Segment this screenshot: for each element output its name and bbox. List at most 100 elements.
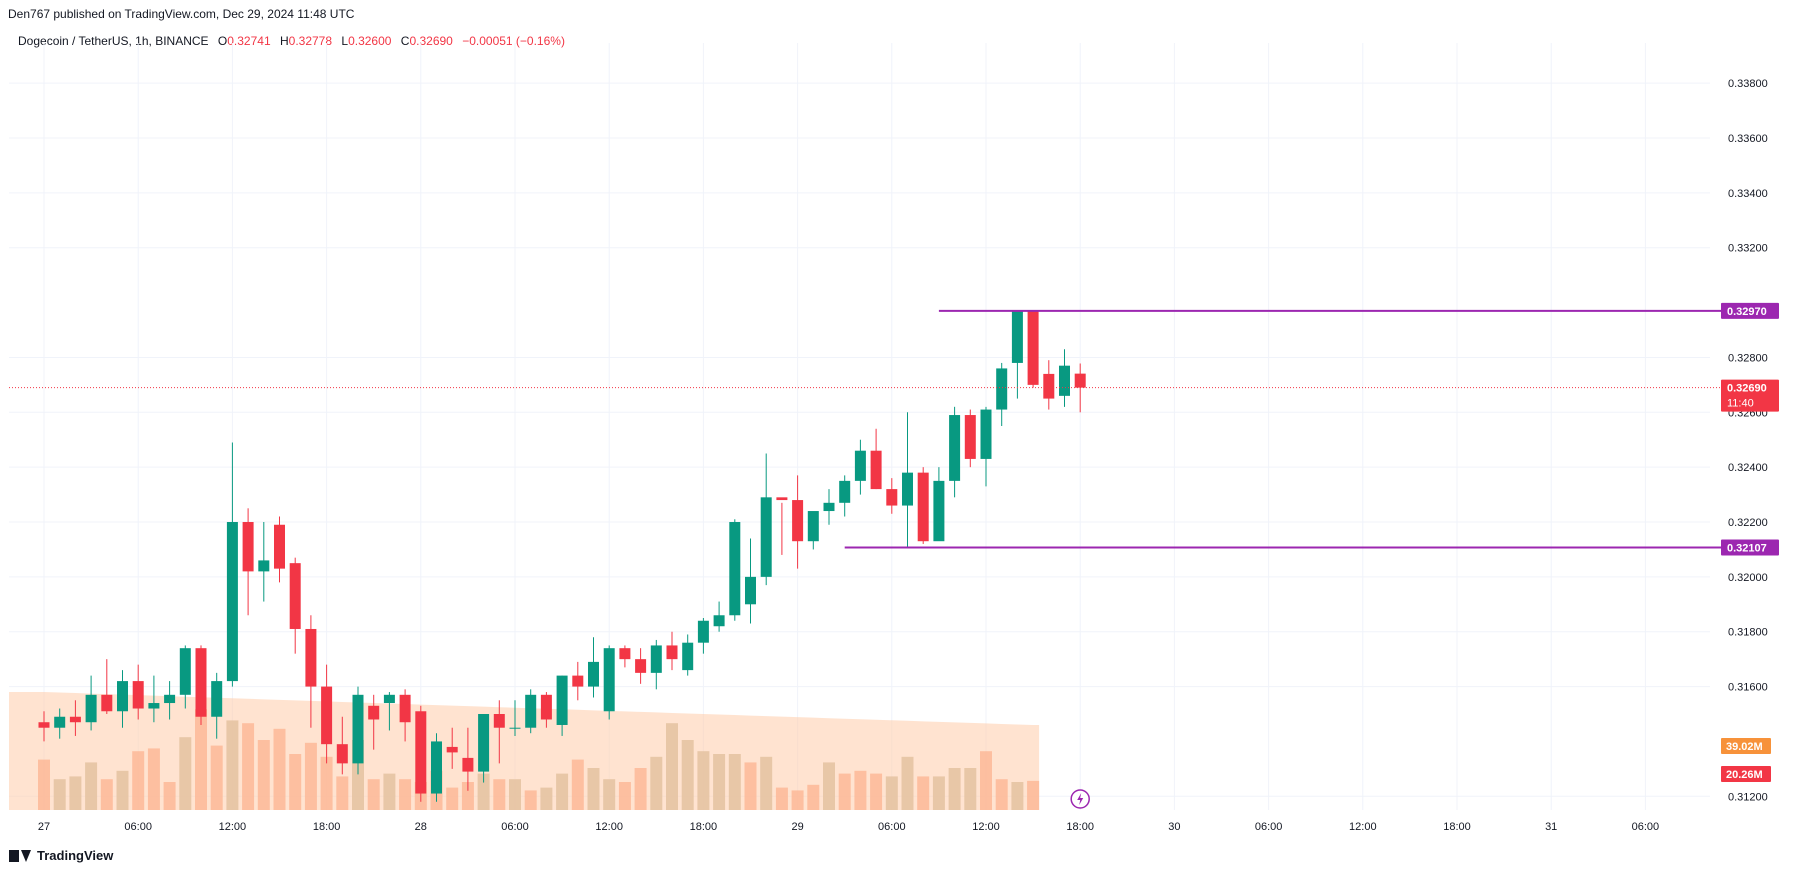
candle-body[interactable] bbox=[352, 694, 364, 764]
candle-body[interactable] bbox=[556, 675, 568, 725]
candle-body[interactable] bbox=[478, 714, 490, 772]
candle-body[interactable] bbox=[697, 620, 709, 643]
candle-body[interactable] bbox=[760, 497, 772, 577]
candle-body[interactable] bbox=[274, 524, 285, 569]
y-tick-label: 0.33400 bbox=[1728, 188, 1768, 200]
x-tick-label: 06:00 bbox=[878, 821, 906, 833]
candle-body[interactable] bbox=[823, 502, 835, 512]
candle-body[interactable] bbox=[211, 681, 223, 717]
candle-body[interactable] bbox=[854, 450, 866, 481]
candle-body[interactable] bbox=[682, 642, 694, 671]
candle-body[interactable] bbox=[1027, 310, 1039, 385]
y-tick-label: 0.33200 bbox=[1728, 243, 1768, 255]
low-value: 0.32600 bbox=[348, 34, 392, 48]
candle-body[interactable] bbox=[839, 480, 851, 503]
candle-body[interactable] bbox=[917, 472, 929, 542]
candle-body[interactable] bbox=[588, 661, 599, 687]
candle-body[interactable] bbox=[540, 694, 552, 720]
candle-body[interactable] bbox=[603, 648, 615, 712]
candle-body[interactable] bbox=[729, 522, 741, 616]
candle-body[interactable] bbox=[258, 560, 270, 572]
candle-body[interactable] bbox=[69, 716, 81, 723]
volume-label: 20.26M bbox=[1726, 769, 1763, 781]
x-tick-label: 06:00 bbox=[1632, 821, 1660, 833]
low-label: L bbox=[341, 34, 349, 48]
candle-body[interactable] bbox=[964, 415, 976, 459]
volume-ma-area bbox=[9, 692, 1040, 810]
close-label: C bbox=[400, 34, 410, 48]
candle-body[interactable] bbox=[179, 648, 191, 695]
candle-body[interactable] bbox=[493, 714, 505, 728]
candle-body[interactable] bbox=[666, 645, 678, 660]
x-tick-label: 31 bbox=[1545, 821, 1557, 833]
publisher-line: Den767 published on TradingView.com, Dec… bbox=[8, 7, 355, 21]
price-level-label: 0.32107 bbox=[1727, 543, 1767, 555]
candle-body[interactable] bbox=[415, 711, 427, 794]
candle-body[interactable] bbox=[1074, 373, 1086, 388]
tradingview-logo[interactable]: TradingView bbox=[9, 848, 113, 863]
candle-body[interactable] bbox=[242, 522, 254, 572]
candle-body[interactable] bbox=[117, 681, 128, 712]
x-tick-label: 27 bbox=[38, 821, 50, 833]
change-value: −0.00051 (−0.16%) bbox=[462, 34, 565, 48]
symbol-name[interactable]: Dogecoin / TetherUS, 1h, BINANCE bbox=[18, 34, 209, 48]
candle-body[interactable] bbox=[85, 694, 97, 723]
candle-body[interactable] bbox=[305, 628, 317, 687]
candle-body[interactable] bbox=[431, 741, 442, 794]
candle-body[interactable] bbox=[164, 694, 176, 704]
candle-body[interactable] bbox=[148, 703, 160, 709]
candle-body[interactable] bbox=[446, 746, 458, 753]
candle-body[interactable] bbox=[635, 659, 647, 673]
candle-body[interactable] bbox=[807, 511, 819, 542]
y-tick-label: 0.31600 bbox=[1728, 682, 1768, 694]
candle-body[interactable] bbox=[509, 727, 521, 729]
x-tick-label: 18:00 bbox=[1066, 821, 1094, 833]
candle-body[interactable] bbox=[902, 472, 913, 506]
candle-body[interactable] bbox=[525, 694, 537, 728]
price-level-badge bbox=[1721, 539, 1779, 556]
candle-body[interactable] bbox=[368, 705, 380, 720]
candle-body[interactable] bbox=[572, 675, 584, 687]
high-label: H bbox=[279, 34, 289, 48]
candle-body[interactable] bbox=[1011, 310, 1023, 363]
y-tick-label: 0.32200 bbox=[1728, 517, 1768, 529]
candle-body[interactable] bbox=[462, 757, 474, 772]
x-tick-label: 06:00 bbox=[501, 821, 529, 833]
candle-body[interactable] bbox=[870, 450, 882, 490]
volume-ma-label: 39.02M bbox=[1726, 741, 1763, 753]
candle-countdown: 11:40 bbox=[1727, 398, 1754, 410]
tradingview-brand: TradingView bbox=[37, 848, 114, 863]
candle-body[interactable] bbox=[54, 716, 66, 728]
candle-body[interactable] bbox=[101, 694, 113, 712]
candle-body[interactable] bbox=[1043, 373, 1055, 399]
candle-body[interactable] bbox=[996, 368, 1008, 410]
candle-body[interactable] bbox=[289, 563, 301, 629]
candle-body[interactable] bbox=[650, 645, 662, 673]
candle-body[interactable] bbox=[399, 694, 411, 723]
candle-body[interactable] bbox=[226, 522, 238, 682]
x-tick-label: 12:00 bbox=[972, 821, 1000, 833]
candle-body[interactable] bbox=[1059, 365, 1070, 396]
candle-body[interactable] bbox=[713, 615, 725, 627]
x-tick-label: 30 bbox=[1168, 821, 1180, 833]
candle-body[interactable] bbox=[980, 409, 992, 459]
candle-body[interactable] bbox=[38, 722, 50, 728]
candle-body[interactable] bbox=[336, 744, 348, 764]
candle-body[interactable] bbox=[195, 648, 207, 717]
candle-body[interactable] bbox=[745, 576, 756, 605]
x-tick-label: 18:00 bbox=[313, 821, 341, 833]
candle-body[interactable] bbox=[949, 415, 961, 481]
candle-body[interactable] bbox=[886, 489, 898, 506]
y-tick-label: 0.33800 bbox=[1728, 78, 1768, 90]
candle-body[interactable] bbox=[776, 497, 788, 501]
candle-body[interactable] bbox=[792, 500, 804, 542]
candle-body[interactable] bbox=[132, 681, 144, 709]
tradingview-logo-icon bbox=[9, 849, 31, 862]
candle-body[interactable] bbox=[933, 480, 945, 542]
last-price-badge bbox=[1721, 379, 1779, 412]
candle-body[interactable] bbox=[321, 686, 333, 745]
candle-body[interactable] bbox=[383, 694, 395, 704]
y-tick-label: 0.32000 bbox=[1728, 572, 1768, 584]
candle-body[interactable] bbox=[619, 648, 631, 660]
